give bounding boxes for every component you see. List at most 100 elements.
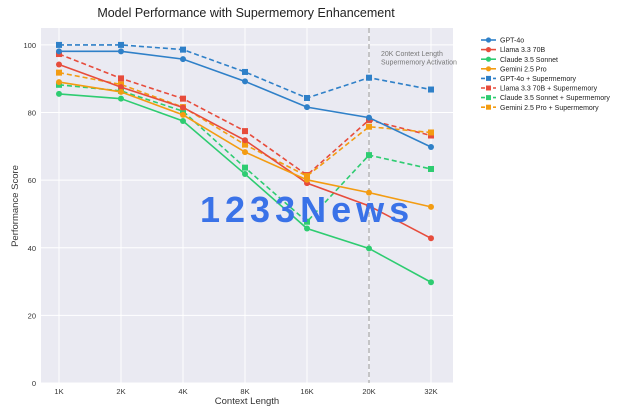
legend-label: Llama 3.3 70B + Supermemory xyxy=(500,86,598,93)
data-point xyxy=(56,69,62,76)
legend: GPT-4o Llama 3.3 70B Claude 3.5 Sonnet Gemi… xyxy=(481,37,610,112)
y-axis-label: Performance Score xyxy=(10,165,21,247)
legend-item: GPT-4o + Supermemory xyxy=(481,75,577,83)
y-tick-labels: 0 20 40 60 80 100 xyxy=(23,41,36,388)
legend-marker xyxy=(486,95,491,101)
data-point xyxy=(180,56,186,63)
y-tick-label: 60 xyxy=(28,176,36,185)
legend-item: Claude 3.5 Sonnet xyxy=(481,56,558,64)
data-point xyxy=(118,88,124,95)
data-point xyxy=(304,176,310,183)
plot-area xyxy=(41,28,453,383)
data-point xyxy=(180,95,186,102)
legend-marker xyxy=(486,104,491,110)
x-tick-label: 4K xyxy=(178,387,187,396)
x-axis-label: Context Length xyxy=(215,396,279,407)
legend-marker xyxy=(485,56,492,62)
legend-item: Llama 3.3 70B + Supermemory xyxy=(481,85,598,93)
data-point xyxy=(180,111,186,118)
legend-marker xyxy=(486,85,491,91)
x-tick-label: 8K xyxy=(240,387,249,396)
data-point xyxy=(242,141,248,148)
data-point xyxy=(242,171,248,178)
legend-marker xyxy=(485,66,492,72)
legend-marker xyxy=(486,75,491,81)
data-point xyxy=(428,235,434,242)
data-point xyxy=(242,164,248,171)
legend-label: Gemini 2.5 Pro xyxy=(500,66,547,73)
watermark: 1233News xyxy=(200,189,414,230)
legend-marker xyxy=(485,47,492,53)
data-point xyxy=(366,189,372,196)
y-tick-label: 20 xyxy=(28,311,36,320)
data-point xyxy=(56,90,62,97)
data-point xyxy=(304,173,310,180)
data-point xyxy=(242,68,248,75)
chart-title: Model Performance with Supermemory Enhan… xyxy=(97,6,395,20)
watermark-text: 1233News xyxy=(200,189,414,230)
data-point xyxy=(242,78,248,85)
data-point xyxy=(242,137,248,144)
data-point xyxy=(366,245,372,252)
data-point xyxy=(180,108,186,115)
series-layer xyxy=(56,41,434,286)
legend-label: Claude 3.5 Sonnet + Supermemory xyxy=(500,95,610,102)
legend-item: Gemini 2.5 Pro xyxy=(481,66,547,73)
series-gpt-4o xyxy=(56,48,434,151)
x-tick-label: 16K xyxy=(300,387,313,396)
series-llama-3-3-70b xyxy=(56,61,434,242)
data-point xyxy=(118,41,124,48)
data-point xyxy=(428,279,434,286)
data-point xyxy=(366,114,372,121)
x-tick-label: 32K xyxy=(424,387,437,396)
legend-label: Llama 3.3 70B xyxy=(500,47,545,54)
data-point xyxy=(304,225,310,232)
legend-item: Claude 3.5 Sonnet + Supermemory xyxy=(481,95,610,102)
data-point xyxy=(366,152,372,159)
data-point xyxy=(118,48,124,55)
data-point xyxy=(118,95,124,102)
x-tick-label: 2K xyxy=(116,387,125,396)
data-point xyxy=(428,129,434,136)
data-point xyxy=(56,61,62,68)
data-point xyxy=(366,74,372,81)
data-point xyxy=(118,75,124,82)
data-point xyxy=(242,149,248,156)
y-tick-label: 80 xyxy=(28,109,36,118)
x-tick-label: 20K xyxy=(362,387,375,396)
data-point xyxy=(180,117,186,124)
legend-item: GPT-4o xyxy=(481,37,524,45)
legend-marker xyxy=(485,37,492,43)
legend-label: GPT-4o + Supermemory xyxy=(500,76,577,83)
legend-label: Gemini 2.5 Pro + Supermemory xyxy=(500,105,599,112)
legend-label: GPT-4o xyxy=(500,38,524,45)
series-gpt-4o-supermemory xyxy=(56,41,434,101)
legend-item: Llama 3.3 70B xyxy=(481,47,545,54)
legend-item: Gemini 2.5 Pro + Supermemory xyxy=(481,104,599,112)
data-point xyxy=(180,46,186,53)
data-point xyxy=(118,84,124,91)
annotation-text: Supermemory Activation xyxy=(381,60,457,67)
series-gemini-2-5-pro xyxy=(56,79,434,210)
data-point xyxy=(428,132,434,139)
data-point xyxy=(56,48,62,55)
data-point xyxy=(304,94,310,101)
data-point xyxy=(242,128,248,135)
y-tick-label: 40 xyxy=(28,244,36,253)
y-tick-label: 100 xyxy=(23,41,36,50)
series-claude-3-5-sonnet xyxy=(56,90,434,286)
data-point xyxy=(304,104,310,111)
legend-label: Claude 3.5 Sonnet xyxy=(500,57,558,64)
x-tick-label: 1K xyxy=(54,387,63,396)
data-point xyxy=(366,202,372,209)
x-tick-labels: 1K 2K 4K 8K 16K 20K 32K xyxy=(54,387,437,396)
data-point xyxy=(180,104,186,111)
data-point xyxy=(428,165,434,172)
data-point xyxy=(366,123,372,130)
annotation-text: 20K Context Length xyxy=(381,51,443,58)
data-point xyxy=(56,79,62,86)
data-point xyxy=(304,218,310,225)
data-point xyxy=(428,86,434,93)
data-point xyxy=(56,41,62,48)
